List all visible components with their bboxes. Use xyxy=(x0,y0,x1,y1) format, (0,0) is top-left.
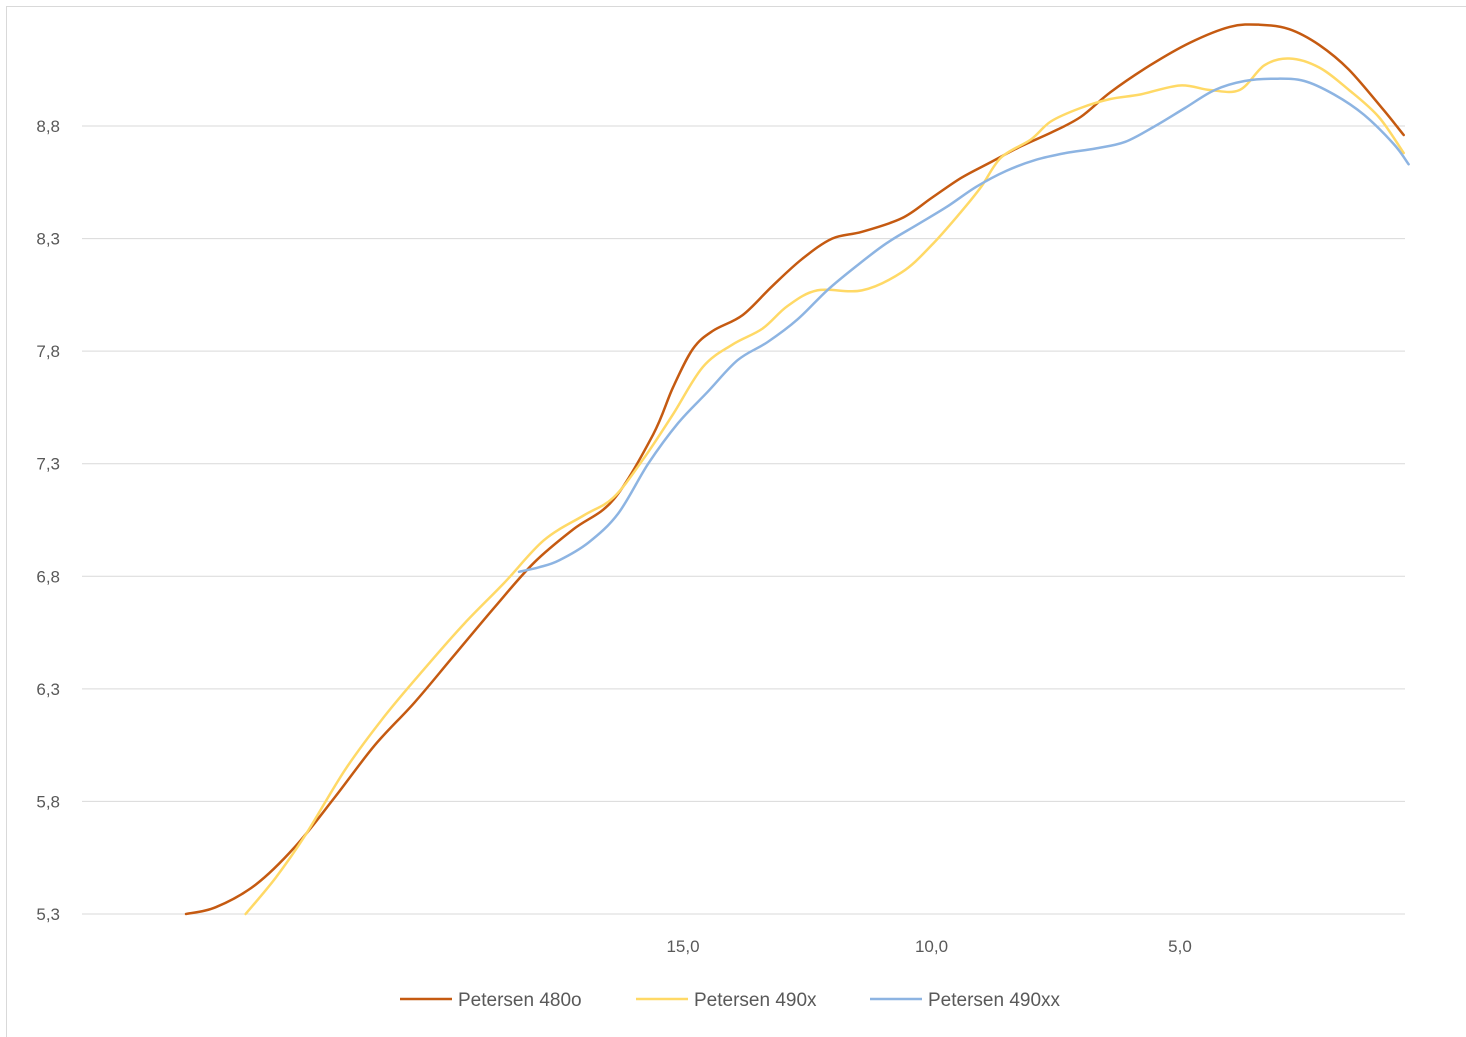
legend: Petersen 480o Petersen 490x Petersen 490xx xyxy=(400,990,1061,1011)
series-line-1 xyxy=(184,23,1405,916)
legend-label: Petersen 490xx xyxy=(928,990,1061,1011)
series-lines xyxy=(184,23,1410,916)
series-line-2 xyxy=(244,57,1405,916)
y-tick-label: 8,8 xyxy=(36,117,60,136)
x-tick-label: 15,0 xyxy=(666,937,699,956)
chart-frame xyxy=(6,6,1466,1037)
x-tick-label: 5,0 xyxy=(1168,937,1192,956)
legend-label: Petersen 490x xyxy=(694,990,817,1011)
y-tick-label: 7,8 xyxy=(36,342,60,361)
gridlines xyxy=(82,125,1405,915)
y-tick-label: 6,8 xyxy=(36,567,60,586)
y-tick-label: 5,8 xyxy=(36,792,60,811)
legend-label: Petersen 480o xyxy=(458,990,582,1011)
y-tick-label: 7,3 xyxy=(36,455,60,474)
y-axis-tick-labels: 5,3 5,8 6,3 6,8 7,3 7,8 8,3 8,8 xyxy=(36,117,60,924)
y-tick-label: 8,3 xyxy=(36,230,60,249)
x-tick-label: 10,0 xyxy=(915,937,948,956)
y-tick-label: 6,3 xyxy=(36,680,60,699)
series-line-3 xyxy=(517,77,1410,574)
y-tick-label: 5,3 xyxy=(36,905,60,924)
x-axis-tick-labels: 15,0 10,0 5,0 xyxy=(666,937,1191,956)
